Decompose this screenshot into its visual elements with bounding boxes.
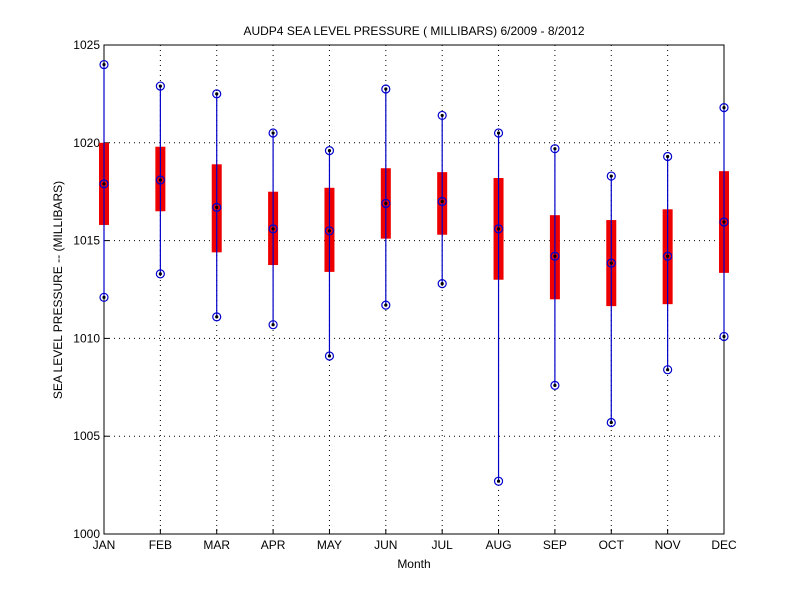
x-tick-label: FEB — [149, 538, 172, 552]
x-tick-label: AUG — [486, 538, 512, 552]
max-marker-dot — [158, 84, 162, 88]
min-marker-sep — [550, 380, 560, 390]
y-tick-label: 1020 — [73, 136, 100, 150]
y-tick-label: 1000 — [73, 527, 100, 541]
max-marker-aug — [493, 128, 504, 138]
mean-marker-dot — [496, 227, 501, 231]
max-marker-sep — [550, 144, 560, 154]
min-marker-dot — [722, 334, 726, 339]
y-tick-label: 1005 — [73, 429, 100, 443]
min-marker-aug — [493, 476, 504, 486]
y-tick-label: 1025 — [73, 38, 100, 52]
mean-marker-nov — [663, 251, 673, 261]
mean-marker-jun — [381, 198, 391, 209]
max-marker-jul — [437, 110, 447, 121]
y-tick-label: 1015 — [73, 234, 100, 248]
min-marker-oct — [606, 417, 616, 428]
x-tick-label: JUL — [432, 538, 454, 552]
max-marker-apr — [268, 128, 278, 138]
max-marker-jun — [381, 84, 391, 94]
min-marker-jan — [99, 292, 109, 302]
max-marker-dec — [719, 102, 729, 113]
mean-marker-feb — [155, 175, 165, 185]
max-marker-dot — [496, 131, 501, 135]
max-marker-dot — [609, 174, 613, 178]
x-tick-label: MAR — [203, 538, 230, 552]
max-marker-dot — [327, 149, 332, 153]
max-marker-mar — [212, 89, 222, 99]
x-tick-label: JUN — [374, 538, 397, 552]
mean-marker-dot — [327, 229, 332, 233]
mean-marker-dot — [215, 205, 219, 209]
mean-marker-may — [324, 226, 335, 236]
mean-marker-dot — [609, 261, 613, 265]
max-marker-oct — [606, 171, 616, 181]
min-marker-dot — [102, 295, 106, 299]
max-marker-dot — [722, 105, 726, 110]
mean-marker-dot — [271, 227, 275, 231]
x-tick-label: JAN — [93, 538, 116, 552]
mean-marker-dot — [553, 254, 557, 258]
mean-marker-sep — [550, 251, 560, 261]
mean-marker-dot — [440, 199, 444, 204]
x-tick-label: OCT — [599, 538, 625, 552]
min-marker-dot — [215, 315, 219, 319]
min-marker-dec — [719, 331, 729, 342]
ticks: 1000 1005 1010 1015 1020 1025 JAN FEB MAR APR MAY J… — [73, 38, 737, 552]
min-marker-dot — [609, 420, 613, 425]
min-marker-mar — [212, 312, 222, 322]
min-marker-dot — [384, 303, 388, 307]
max-marker-dot — [553, 147, 557, 151]
max-marker-feb — [155, 81, 165, 91]
mean-marker-jan — [99, 179, 109, 189]
min-marker-jun — [381, 300, 391, 310]
min-marker-dot — [496, 479, 501, 483]
x-tick-label: SEP — [543, 538, 567, 552]
min-marker-dot — [327, 354, 332, 358]
x-tick-label: APR — [261, 538, 286, 552]
min-marker-jul — [437, 279, 447, 289]
min-marker-dot — [440, 282, 444, 286]
chart-title: AUDP4 SEA LEVEL PRESSURE ( MILLIBARS) 6/… — [243, 24, 584, 38]
y-tick-label: 1010 — [73, 331, 100, 345]
max-marker-dot — [440, 113, 444, 118]
max-marker-dot — [102, 62, 106, 67]
mean-marker-apr — [268, 224, 278, 234]
min-marker-feb — [155, 269, 165, 279]
mean-marker-dot — [102, 182, 106, 186]
mean-marker-dot — [722, 220, 726, 224]
y-axis-label: SEA LEVEL PRESSURE -- (MILLIBARS) — [51, 181, 65, 399]
mean-marker-dec — [719, 217, 729, 227]
min-marker-may — [324, 351, 335, 361]
min-marker-dot — [553, 383, 557, 387]
max-marker-dot — [215, 92, 219, 96]
min-marker-apr — [268, 320, 278, 330]
mean-marker-jul — [437, 196, 447, 207]
mean-marker-dot — [666, 254, 670, 258]
mean-marker-dot — [158, 178, 162, 182]
x-tick-label: MAY — [317, 538, 342, 552]
x-tick-label: NOV — [655, 538, 681, 552]
max-marker-dot — [384, 87, 388, 91]
min-marker-dot — [158, 272, 162, 276]
max-marker-jan — [99, 59, 109, 70]
mean-marker-dot — [384, 201, 388, 206]
min-marker-nov — [663, 365, 673, 375]
min-marker-dot — [666, 368, 670, 372]
x-axis-label: Month — [397, 557, 430, 571]
marks — [99, 59, 729, 486]
max-marker-dot — [666, 154, 670, 159]
mean-marker-aug — [493, 224, 504, 234]
max-marker-nov — [663, 151, 673, 162]
mean-marker-mar — [212, 202, 222, 212]
min-marker-dot — [271, 323, 275, 327]
max-marker-may — [324, 146, 335, 156]
x-tick-label: DEC — [711, 538, 737, 552]
max-marker-dot — [271, 131, 275, 135]
mean-marker-oct — [606, 258, 616, 268]
